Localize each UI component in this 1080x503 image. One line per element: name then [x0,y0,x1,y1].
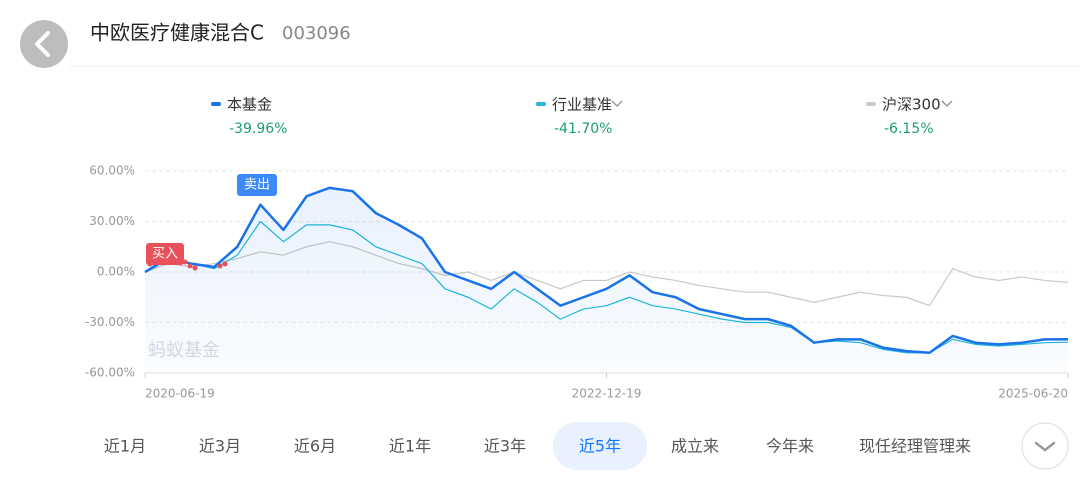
trade-dot [192,265,198,271]
trade-marker [237,174,277,196]
legend-change: -41.70% [554,121,612,137]
legend: 本基金 -39.96% 行业基准 -41.70% 沪深300 -6.15% [211,96,953,137]
legend-swatch [866,102,876,106]
trade-marker-label: 卖出 [244,178,270,193]
trade-dot [217,263,223,269]
x-tick-label: 2022-12-19 [572,387,642,401]
legend-swatch [211,102,221,106]
legend-swatch [536,102,546,106]
x-tick-label: 2020-06-19 [145,387,215,401]
series-line [144,186,1069,355]
trade-marker-label: 买入 [152,247,178,262]
plot: 60.00% 30.00% 0.00% -30.00% -60.00% 2020-06-1… [85,164,1069,401]
y-tick-label: 60.00% [89,164,135,178]
trade-dot [222,261,228,267]
legend-label: 沪深300 [882,96,941,114]
y-tick-label: -30.00% [85,315,135,329]
y-tick-label: 0.00% [97,265,135,279]
area-fill [145,187,1068,373]
trade-dot [147,261,153,267]
tab[interactable]: 近3年 [484,437,526,456]
tab[interactable]: 近5年 [579,437,621,456]
tab[interactable]: 近1年 [389,437,431,456]
tab[interactable]: 近3月 [199,437,241,456]
tab[interactable]: 近1月 [104,437,146,456]
expand-icon [1034,441,1056,452]
legend-dropdown[interactable] [611,100,623,108]
trade-dot [187,263,193,269]
tab-selected-bg [553,422,647,470]
back-button[interactable] [20,20,68,68]
legend-change: -6.15% [884,121,934,137]
tab[interactable]: 成立来 [671,437,719,456]
legend-label: 行业基准 [552,96,612,114]
fund-title: 中欧医疗健康混合C [90,21,264,45]
tab-bar: 近1月 近3月 近6月 近1年 近3年 近5年 成立来 今年来 现任经理管理来 [104,422,971,470]
expand-button[interactable] [1021,422,1069,470]
legend-dropdown[interactable] [941,100,953,108]
fund-code: 003096 [282,23,351,44]
y-tick-label: -60.00% [85,366,135,380]
y-tick-label: 30.00% [89,214,135,228]
trade-dot [182,259,188,265]
tab[interactable]: 现任经理管理来 [859,437,971,456]
legend-label: 本基金 [227,96,272,114]
back-icon [35,31,50,57]
trade-marker [146,243,184,265]
legend-change: -39.96% [229,121,287,137]
tab[interactable]: 近6月 [294,437,336,456]
x-tick-label: 2025-06-20 [998,387,1068,401]
tab[interactable]: 今年来 [766,437,814,456]
